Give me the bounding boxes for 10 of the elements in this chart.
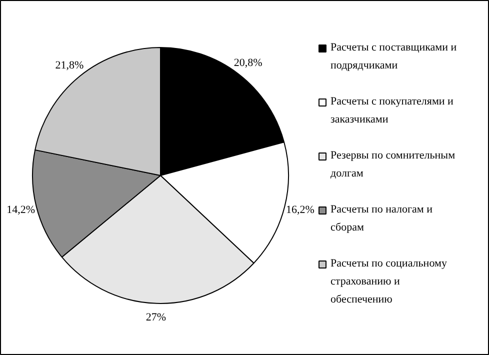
legend-label: Расчеты по налогам и сборам (330, 204, 433, 234)
data-label: 21,8% (55, 60, 84, 72)
legend-label: Резервы по сомнительным долгам (330, 150, 456, 180)
data-label: 14,2% (6, 204, 36, 216)
legend-label: Расчеты по социальному страхованию и обеспечению (330, 258, 448, 306)
legend-label: Расчеты с поставщиками и подрядчиками (330, 42, 457, 72)
legend-label: Расчеты с покупателями и заказчиками (330, 96, 454, 126)
data-label: 16,2% (286, 204, 314, 216)
data-label: 20,8% (234, 56, 262, 69)
data-label: 27% (146, 311, 166, 324)
